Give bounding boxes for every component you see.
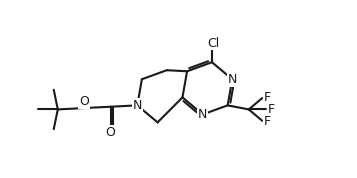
Text: O: O [79,95,89,108]
Text: N: N [132,99,142,112]
Text: F: F [263,115,271,128]
Text: N: N [198,108,207,121]
Text: F: F [263,91,271,104]
Text: N: N [227,73,237,86]
Text: O: O [106,126,115,139]
Text: Cl: Cl [207,37,220,50]
Text: F: F [268,103,275,116]
